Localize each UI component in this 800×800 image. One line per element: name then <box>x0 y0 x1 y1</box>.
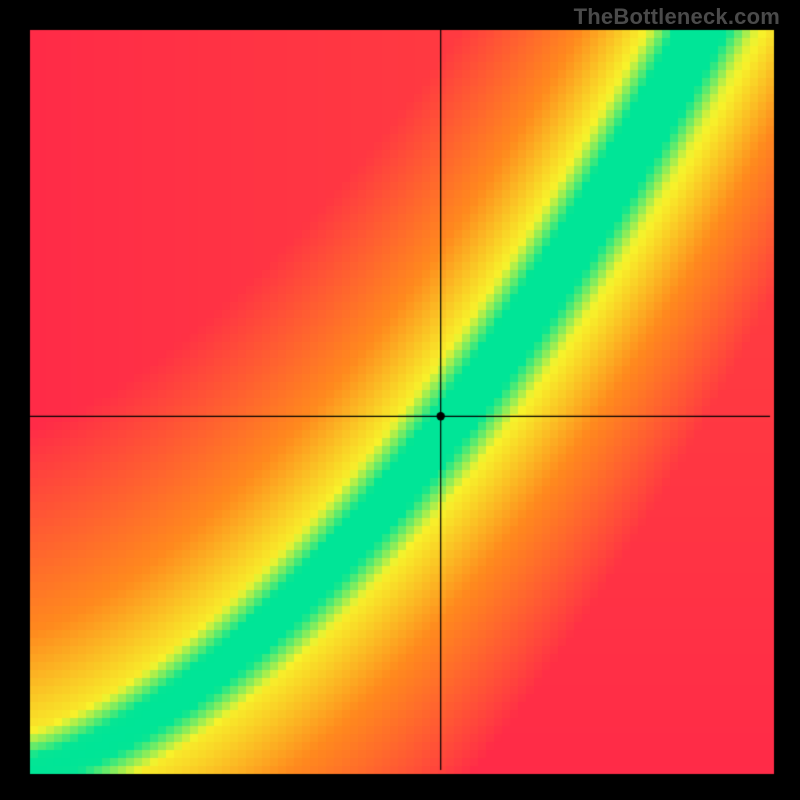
watermark-text: TheBottleneck.com <box>574 4 780 30</box>
bottleneck-heatmap <box>0 0 800 800</box>
chart-container: TheBottleneck.com <box>0 0 800 800</box>
